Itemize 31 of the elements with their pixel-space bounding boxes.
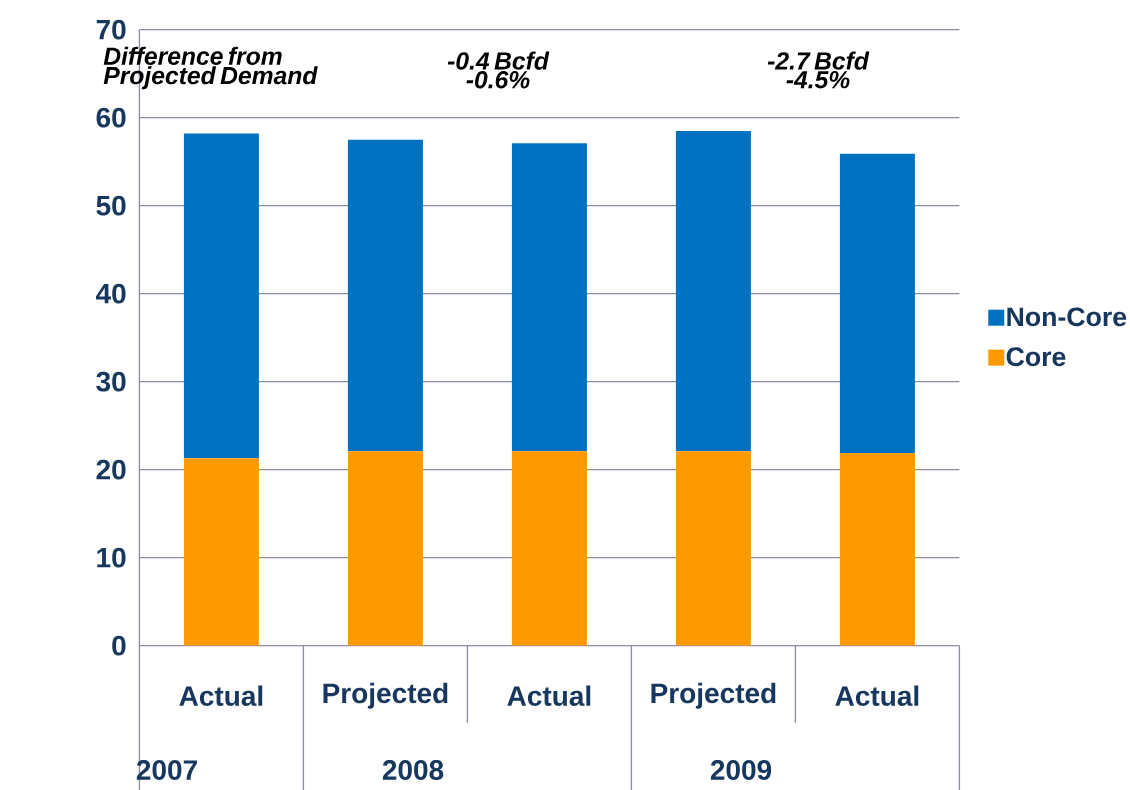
y-tick-label: 0 [112,635,126,656]
y-tick-label: 20 [96,459,126,480]
x-tick-label: Actual [835,685,919,706]
bar [511,451,587,646]
x-tick-label: Actual [179,685,263,706]
bar [675,451,751,646]
legend-label: Non-Core [1007,307,1127,327]
bar [675,130,751,452]
bar [839,452,915,646]
bar [183,133,259,459]
bar [839,153,915,453]
text: 2009 [710,760,772,780]
x-tick-label: Actual [507,685,591,706]
annotation: -0.4 Bcfd -0.6% [447,51,550,89]
y-tick-label: 60 [96,107,126,128]
text: 2007 [136,760,197,780]
legend-label: Core [1006,347,1066,367]
bar [347,451,423,646]
annotation: Difference from Projected Demand [103,46,318,90]
x-tick-label: Projected [323,682,448,709]
text: 2008 [382,760,444,780]
bar [511,143,587,452]
y-tick-label: 10 [97,547,126,568]
x-tick-label: Projected [651,682,776,709]
y-tick-label: 70 [96,19,126,40]
bar [183,458,259,646]
y-tick-label: 30 [96,371,126,392]
bar [347,139,423,452]
y-tick-label: 40 [95,283,126,304]
y-tick-label: 50 [96,195,126,216]
annotation: -2.7 Bcfd -4.5% [767,51,870,89]
